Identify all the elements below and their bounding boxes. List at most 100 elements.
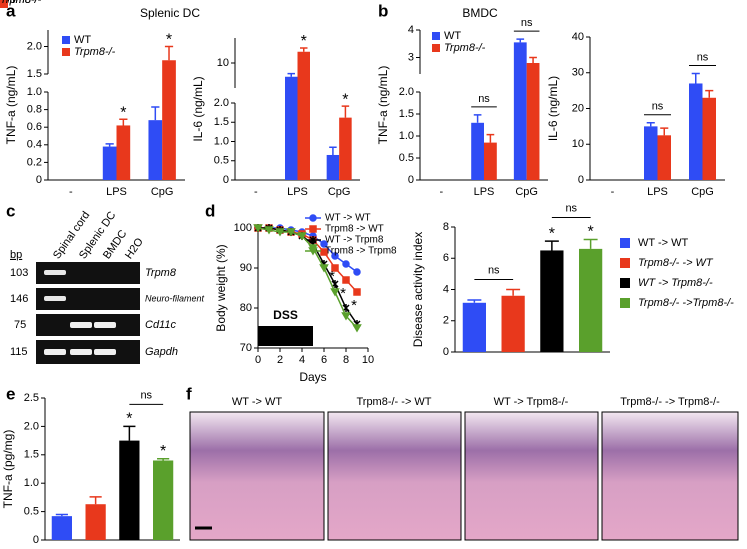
bar [689,83,703,180]
band [70,349,92,355]
y-tick-label: 1.5 [399,108,414,120]
marker [320,248,328,256]
panel-letter: a [6,1,16,20]
legend-label: Trpm8-/- [444,42,486,54]
bar [285,76,298,180]
histology-image [189,411,325,541]
panel-letter: b [378,1,388,20]
histology-image [464,411,599,541]
y-tick-label: 0 [443,346,449,358]
legend-label: Trpm8-/- [74,46,116,58]
y-tick-label: 2.0 [24,420,39,432]
x-tick-label: LPS [287,186,308,198]
y-tick-label: 8 [443,221,449,233]
error-bar [55,513,68,517]
marker [253,224,263,233]
significance: * [549,225,555,242]
y-axis-label: TNF-a (pg/mg) [1,430,15,509]
bar [339,117,352,180]
band [94,349,116,355]
x-tick-label: 8 [343,354,349,366]
legend-label: WT -> Trpm8-/- [638,277,713,289]
legend-swatch [620,258,630,268]
x-tick-label: CpG [328,186,351,198]
gene-label: Neuro-filament [145,293,205,303]
error-bar [467,299,482,303]
legend-marker [309,225,317,233]
bracket-label: ns [652,101,664,113]
lane-label: H2O [123,236,146,262]
legend-marker [308,247,318,256]
y-tick-label: 30 [572,67,584,79]
legend-label: WT -> WT [638,237,688,249]
x-tick-label: - [69,186,73,198]
x-tick-label: LPS [106,186,127,198]
x-tick-label: 6 [321,354,327,366]
y-axis-label: TNF-a (ng/mL) [4,66,18,145]
marker [264,226,274,235]
marker [330,288,340,297]
chart-title: Splenic DC [140,6,200,20]
error-bar [329,146,337,155]
chart-title: BMDC [462,6,498,20]
marker [331,264,339,272]
error-bar [473,114,482,123]
y-tick-label: 0.8 [27,104,42,116]
y-tick-label: 1.0 [214,135,229,147]
significance: * [126,411,132,428]
y-tick-label: 100 [234,222,252,234]
line [257,227,358,329]
y-tick-label: 0.5 [214,155,229,167]
histology-caption: WT -> Trpm8-/- [494,396,569,408]
y-tick-label: 80 [240,302,252,314]
y-axis-label: Disease activity index [411,232,425,347]
y-tick-label: 70 [240,342,252,354]
period-label: DSS [273,308,298,322]
marker [342,260,350,268]
significance: * [340,285,346,302]
x-tick-label: 4 [299,354,305,366]
gel-strip [36,262,140,284]
x-tick-label: CpG [151,186,174,198]
legend-label: Trpm8-/- [0,0,42,6]
band [44,296,66,301]
gene-label: Cd11c [145,319,176,331]
band-size: 115 [10,346,28,358]
y-tick-label: 20 [572,102,584,114]
error-bar [119,118,128,126]
bar [526,63,540,180]
significance: * [342,91,348,108]
error-bar [583,238,598,249]
marker [353,268,361,276]
ladder-label: bp [10,249,22,261]
band [44,270,66,275]
significance: * [120,104,126,121]
y-tick-label: 4 [408,24,414,36]
y-tick-label: 2.0 [399,86,414,98]
histology-image [327,411,462,541]
legend-label: Trpm8-/- ->Trpm8-/- [638,297,734,309]
y-tick-label: 1.5 [214,116,229,128]
marker [352,324,362,333]
marker [275,228,285,237]
y-tick-label: 1.0 [27,86,42,98]
error-bar [123,425,136,441]
y-tick-label: 1.5 [27,68,42,80]
marker [341,312,351,321]
bar [657,135,671,180]
legend-swatch [432,44,440,52]
y-tick-label: 1.5 [24,449,39,461]
x-tick-label: CpG [515,186,538,198]
x-tick-label: - [254,186,258,198]
marker [297,232,307,241]
x-tick-label: 10 [362,354,374,366]
x-tick-label: - [439,186,443,198]
y-tick-label: 0.4 [27,139,42,151]
error-bar [89,496,102,505]
legend-marker [309,214,317,222]
legend-swatch [620,278,630,288]
y-tick-label: 0.2 [27,156,42,168]
bracket-label: ns [697,51,709,63]
error-bar [516,38,525,43]
marker [286,228,296,237]
